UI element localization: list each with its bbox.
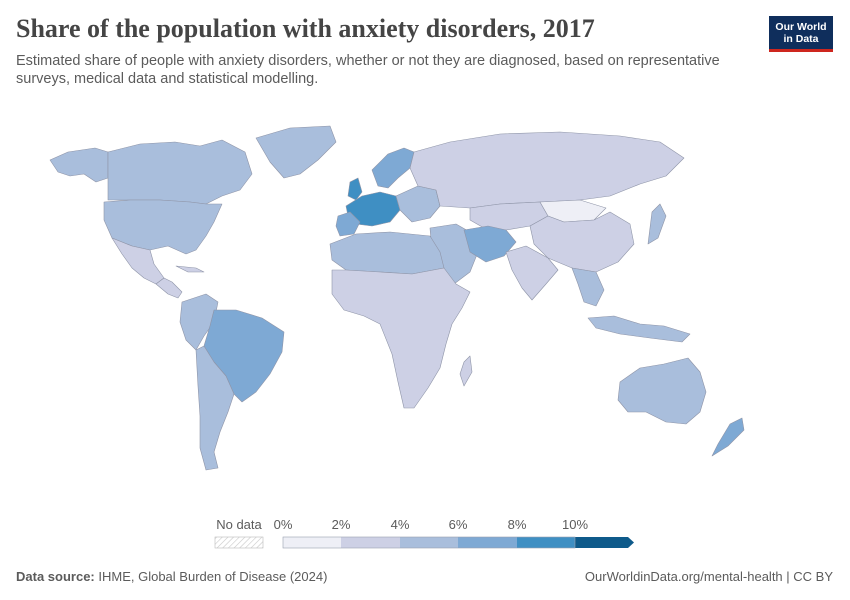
region-new-zealand[interactable] [711, 417, 745, 457]
legend-tick-6: 6% [449, 517, 468, 532]
footer-source: Data source: IHME, Global Burden of Dise… [16, 569, 327, 584]
legend-bin-8-10[interactable] [517, 537, 575, 548]
footer-source-text: IHME, Global Burden of Disease (2024) [98, 569, 328, 584]
legend-bin-10-plus[interactable] [575, 537, 634, 548]
page-subtitle: Estimated share of people with anxiety d… [16, 53, 720, 87]
legend-bin-6-8[interactable] [458, 537, 517, 548]
region-central-america[interactable] [155, 277, 183, 299]
footer-url[interactable]: OurWorldinData.org/mental-health | CC BY [584, 569, 833, 584]
legend-bins-outline [282, 536, 576, 549]
page-title: Share of the population with anxiety dis… [16, 14, 595, 43]
logo-line-2: in Data [783, 33, 819, 45]
region-australia[interactable] [617, 357, 707, 425]
region-uk[interactable] [347, 177, 363, 201]
footer-source-label: Data source: [16, 569, 95, 584]
legend-tick-0: 0% [274, 517, 293, 532]
region-indonesia[interactable] [587, 315, 691, 343]
legend-color-bins [283, 537, 634, 548]
legend-tick-labels: 0% 2% 4% 6% 8% 10% [274, 517, 589, 532]
legend-tick-2: 2% [332, 517, 351, 532]
region-iberia[interactable] [335, 211, 361, 237]
region-andes-north[interactable] [179, 293, 219, 351]
map-legend: No data 0% 2% 4% 6% 8% 10% [214, 517, 634, 549]
logo-line-1: Our World [775, 21, 827, 33]
region-eastern-europe[interactable] [395, 185, 441, 223]
region-iran[interactable] [463, 225, 517, 263]
legend-tick-8: 8% [508, 517, 527, 532]
world-map[interactable] [0, 112, 850, 492]
region-greenland[interactable] [255, 125, 337, 179]
legend-tick-10: 10% [562, 517, 588, 532]
region-sub-saharan-africa[interactable] [331, 267, 471, 409]
region-india[interactable] [505, 245, 559, 301]
region-alaska[interactable] [49, 147, 109, 183]
legend-tick-4: 4% [391, 517, 410, 532]
region-north-africa[interactable] [329, 231, 445, 275]
legend-no-data-swatch [214, 536, 264, 549]
region-southern-cone[interactable] [195, 345, 235, 471]
legend-bin-2-4[interactable] [341, 537, 400, 548]
legend-no-data-label: No data [216, 517, 262, 532]
region-southeast-asia[interactable] [571, 267, 605, 307]
region-scandinavia[interactable] [371, 147, 415, 189]
legend-bin-0-2[interactable] [283, 537, 341, 548]
legend-bin-4-6[interactable] [400, 537, 458, 548]
region-canada[interactable] [107, 139, 253, 205]
region-russia[interactable] [409, 131, 685, 209]
owid-logo[interactable]: Our World in Data [769, 16, 833, 52]
region-madagascar[interactable] [459, 355, 473, 387]
region-japan[interactable] [647, 203, 667, 245]
region-cuba[interactable] [175, 265, 205, 273]
